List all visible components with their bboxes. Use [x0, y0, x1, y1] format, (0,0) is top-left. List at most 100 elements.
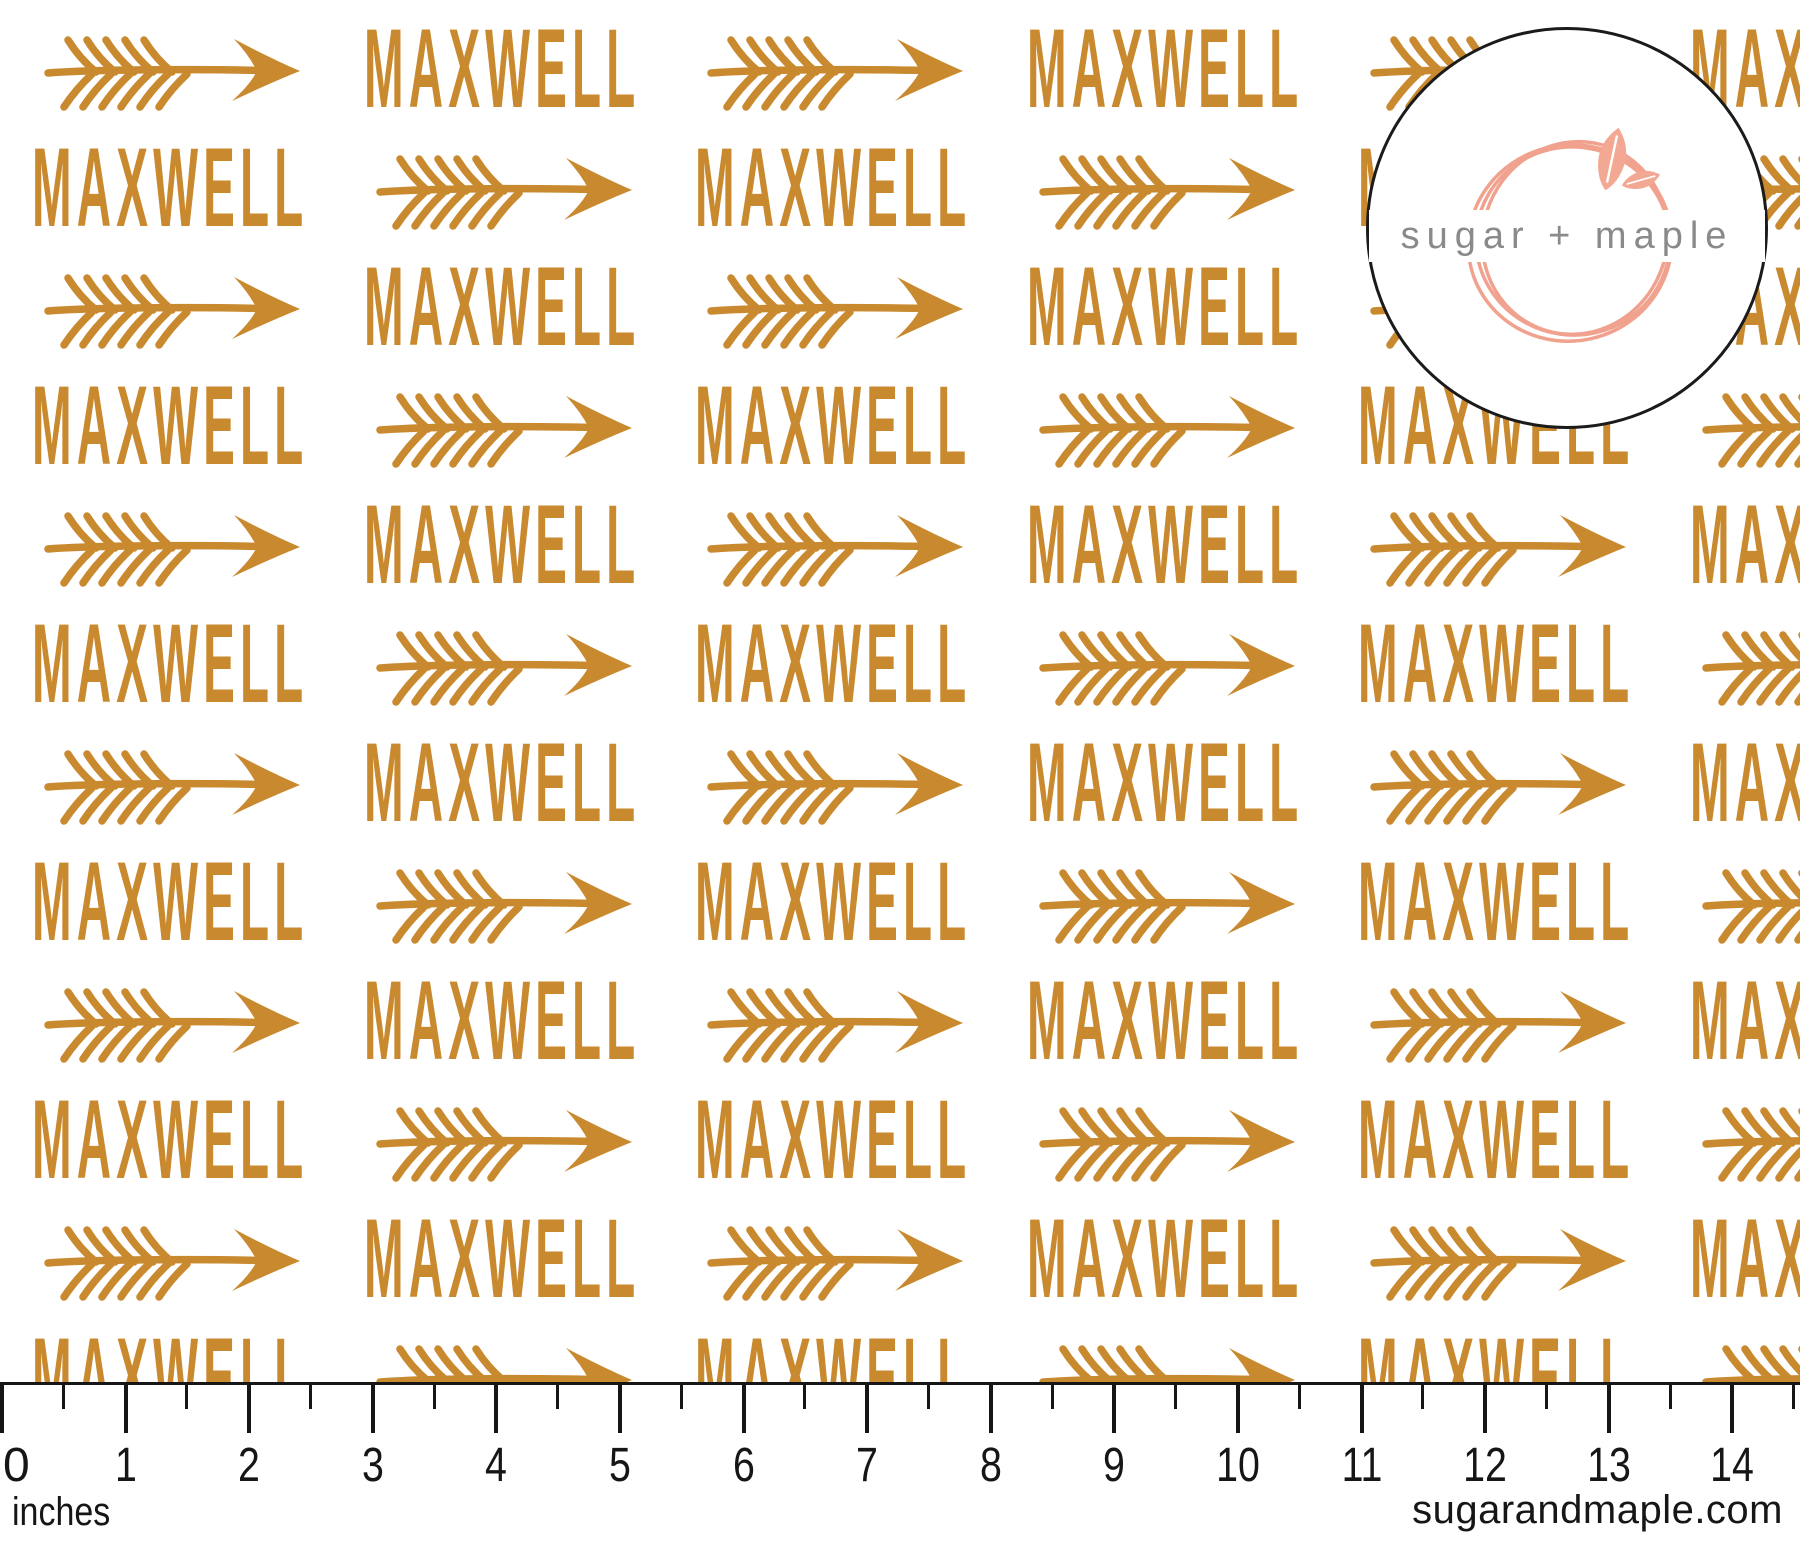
- pattern-name-item: MAXWELL: [695, 1322, 1345, 1384]
- arrow-icon: [364, 384, 640, 468]
- ruler: 0 1 2 3 4 5 6 7 8 9 10 11 12 13 14 inches sugarandmapl…: [0, 1382, 1800, 1541]
- ruler-number: 1: [114, 1439, 137, 1492]
- ruler-tick: [309, 1385, 312, 1409]
- pattern-name-text: MAXWELL: [1358, 601, 1635, 726]
- pattern-name-item: MAXWELL: [1026, 482, 1677, 607]
- pattern-name-item: MAXWELL: [1690, 489, 1800, 601]
- ruler-tick: [1730, 1385, 1735, 1433]
- ruler-tick: [1297, 1385, 1301, 1409]
- leaf-icon: [1621, 170, 1661, 189]
- arrow-icon: [364, 1336, 640, 1383]
- arrow-icon: [1690, 622, 1800, 706]
- ruler-tick: [556, 1385, 560, 1409]
- arrow-icon: [1027, 622, 1303, 706]
- arrow-icon: [32, 741, 308, 825]
- ruler-tick: [988, 1385, 993, 1433]
- pattern-name-item: MAXWELL: [363, 720, 1014, 845]
- arrow-icon: [364, 860, 640, 944]
- pattern-name-text: MAXWELL: [363, 482, 640, 607]
- ruler-number: 4: [485, 1439, 508, 1492]
- arrow-icon: [1027, 146, 1303, 230]
- pattern-name-item: MAXWELL: [32, 1077, 682, 1202]
- pattern-name-text: MAXWELL: [363, 1196, 640, 1321]
- ruler-tick: [0, 1385, 4, 1433]
- ruler-tick: [865, 1385, 870, 1433]
- arrow-icon: [1358, 979, 1634, 1063]
- pattern-name-item: MAXWELL: [1690, 958, 1800, 1083]
- pattern-name-item: MAXWELL: [32, 1322, 682, 1384]
- pattern-name-text: MAXWELL: [363, 720, 640, 845]
- pattern-name-text: MAXWELL: [363, 6, 640, 131]
- ruler-tick: [1606, 1385, 1611, 1433]
- pattern-name-item: MAXWELL: [363, 6, 1014, 131]
- leaf-icon: [1598, 127, 1627, 191]
- arrow-icon: [1027, 1336, 1303, 1383]
- ruler-number: 10: [1216, 1439, 1260, 1492]
- ruler-line: [0, 1382, 1800, 1385]
- ruler-tick: [679, 1385, 683, 1409]
- arrow-icon: [1358, 1217, 1634, 1301]
- pattern-name-text: MAXWELL: [1358, 1077, 1635, 1202]
- brand-logo: sugar + maple: [1366, 27, 1768, 429]
- arrow-icon: [1358, 741, 1634, 825]
- ruler-tick: [1421, 1385, 1425, 1409]
- arrow-icon: [695, 979, 971, 1063]
- arrow-icon: [364, 622, 640, 706]
- pattern-name-text: MAXWELL: [32, 839, 309, 964]
- pattern-name-text: MAXWELL: [32, 1077, 309, 1202]
- ruler-number: 0: [3, 1439, 30, 1492]
- pattern-row: MAXWELL MAXWELL MAXWELL: [0, 482, 1800, 607]
- arrow-icon: [32, 979, 308, 1063]
- brand-logo-text: sugar + maple: [1369, 210, 1765, 262]
- fabric-pattern: MAXWELLMAXWELLMAXWELLMAXWELLMAXWELLMAXWE…: [0, 6, 1800, 1384]
- pattern-name-item: MAXWELL: [1027, 727, 1677, 839]
- pattern-name-item: MAXWELL: [1690, 1203, 1800, 1315]
- ruler-tick: [370, 1385, 375, 1433]
- pattern-name-text: MAXWELL: [1026, 482, 1304, 607]
- ruler-number: 9: [1103, 1439, 1126, 1492]
- pattern-name-text: MAXWELL: [1358, 839, 1635, 964]
- pattern-name-item: MAXWELL: [1026, 1196, 1677, 1321]
- arrow-icon: [695, 1217, 971, 1301]
- arrow-icon: [32, 265, 308, 349]
- ruler-tick: [247, 1385, 252, 1433]
- pattern-name-text: MAXWELL: [1026, 6, 1304, 131]
- arrow-icon: [695, 27, 971, 111]
- ruler-number: 11: [1341, 1439, 1383, 1492]
- ruler-tick: [1236, 1385, 1240, 1433]
- ruler-number: 2: [238, 1439, 261, 1492]
- pattern-name-item: MAXWELL: [1026, 958, 1677, 1083]
- pattern-name-text: MAXWELL: [32, 601, 309, 726]
- arrow-icon: [1358, 503, 1634, 587]
- ruler-tick: [1174, 1385, 1178, 1409]
- arrow-icon: [1690, 1336, 1800, 1383]
- pattern-name-text: MAXWELL: [32, 363, 309, 488]
- pattern-name-text: MAXWELL: [1690, 720, 1800, 845]
- pattern-name-item: MAXWELL: [695, 370, 1345, 482]
- ruler-number: 6: [732, 1439, 755, 1492]
- ruler-unit-label: inches: [12, 1490, 111, 1534]
- arrow-icon: [364, 146, 640, 230]
- pattern-row: MAXWELL MAXWELL MAXWELL: [0, 720, 1800, 845]
- pattern-name-text: MAXWELL: [695, 839, 972, 964]
- arrow-icon: [1690, 860, 1800, 944]
- pattern-row: MAXWELL MAXWELL MAXWELL: [0, 958, 1800, 1083]
- ruler-tick: [803, 1385, 807, 1409]
- pattern-name-item: MAXWELL: [1026, 6, 1677, 131]
- pattern-name-text: MAXWELL: [1026, 958, 1304, 1083]
- pattern-name-item: MAXWELL: [32, 839, 682, 964]
- pattern-name-item: MAXWELL: [1358, 1322, 1800, 1384]
- pattern-name-text: MAXWELL: [1026, 1196, 1304, 1321]
- pattern-name-item: MAXWELL: [695, 132, 1345, 244]
- pattern-name-item: MAXWELL: [695, 839, 1345, 964]
- arrow-icon: [1027, 860, 1303, 944]
- pattern-name-text: MAXWELL: [695, 1077, 972, 1202]
- ruler-tick: [927, 1385, 930, 1409]
- pattern-name-text: MAXWELL: [1690, 958, 1800, 1083]
- pattern-name-item: MAXWELL: [1358, 1077, 1800, 1202]
- ruler-tick: [1792, 1385, 1796, 1409]
- pattern-row: MAXWELL MAXWELL MAXWELL: [0, 1196, 1800, 1321]
- pattern-name-text: MAXWELL: [1026, 244, 1304, 369]
- arrow-icon: [1027, 1098, 1303, 1182]
